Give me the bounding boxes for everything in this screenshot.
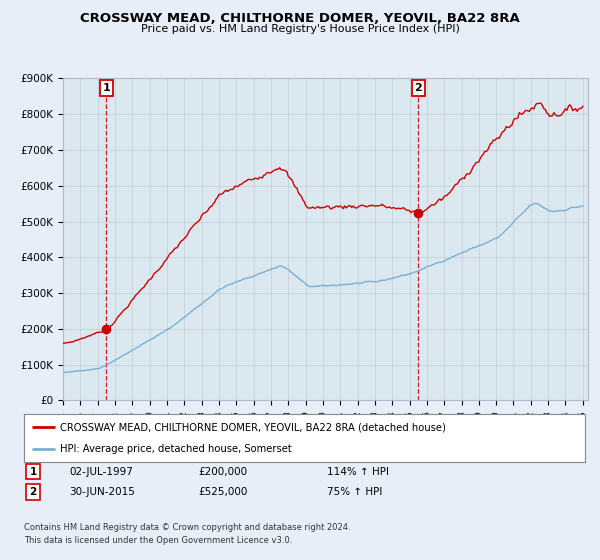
Text: This data is licensed under the Open Government Licence v3.0.: This data is licensed under the Open Gov…: [24, 536, 292, 545]
Text: 1: 1: [103, 83, 110, 93]
Text: £200,000: £200,000: [198, 466, 247, 477]
Text: 30-JUN-2015: 30-JUN-2015: [69, 487, 135, 497]
Text: CROSSWAY MEAD, CHILTHORNE DOMER, YEOVIL, BA22 8RA (detached house): CROSSWAY MEAD, CHILTHORNE DOMER, YEOVIL,…: [61, 422, 446, 432]
Text: Price paid vs. HM Land Registry's House Price Index (HPI): Price paid vs. HM Land Registry's House …: [140, 24, 460, 34]
Text: 2: 2: [415, 83, 422, 93]
Text: 02-JUL-1997: 02-JUL-1997: [69, 466, 133, 477]
Text: 1: 1: [29, 466, 37, 477]
Text: £525,000: £525,000: [198, 487, 247, 497]
Text: 114% ↑ HPI: 114% ↑ HPI: [327, 466, 389, 477]
Text: CROSSWAY MEAD, CHILTHORNE DOMER, YEOVIL, BA22 8RA: CROSSWAY MEAD, CHILTHORNE DOMER, YEOVIL,…: [80, 12, 520, 25]
Text: 75% ↑ HPI: 75% ↑ HPI: [327, 487, 382, 497]
Text: HPI: Average price, detached house, Somerset: HPI: Average price, detached house, Some…: [61, 444, 292, 454]
Text: Contains HM Land Registry data © Crown copyright and database right 2024.: Contains HM Land Registry data © Crown c…: [24, 523, 350, 532]
Text: 2: 2: [29, 487, 37, 497]
